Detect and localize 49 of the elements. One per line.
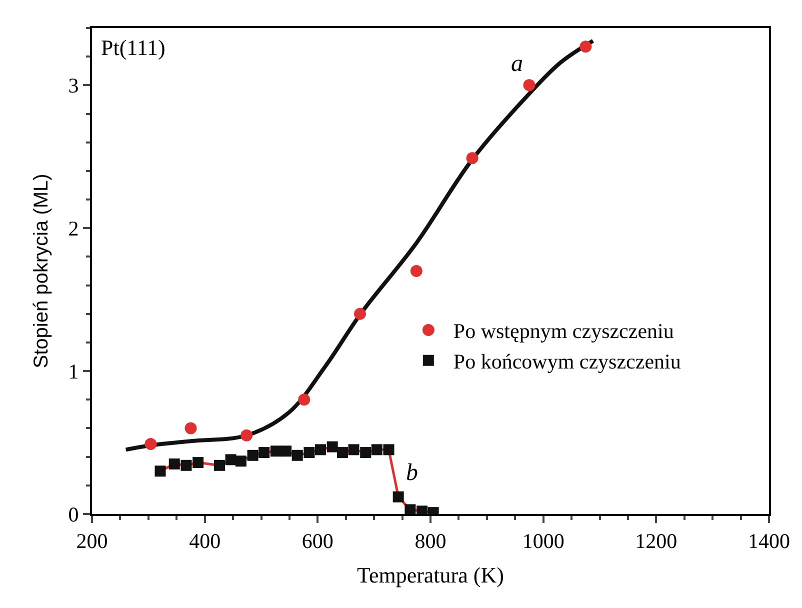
- point: [466, 152, 478, 164]
- point: [225, 454, 236, 466]
- annotation: a: [511, 51, 523, 77]
- x-tick-label: 1200: [635, 529, 678, 554]
- point: [354, 308, 366, 320]
- point: [144, 438, 157, 450]
- point: [280, 446, 292, 457]
- point: [214, 460, 225, 471]
- x-tick-label: 1400: [748, 529, 790, 554]
- point: [383, 444, 394, 456]
- point: [258, 447, 270, 458]
- point: [192, 457, 204, 468]
- point: [404, 504, 416, 514]
- point: [371, 444, 382, 456]
- point: [314, 444, 326, 456]
- point: [580, 40, 592, 53]
- y-tick-label: 2: [68, 216, 79, 240]
- point: [348, 444, 360, 456]
- annotation: b: [406, 460, 418, 486]
- point: [184, 422, 197, 434]
- point: [270, 446, 282, 457]
- annotation: Pt(111): [101, 35, 166, 60]
- point: [298, 394, 310, 406]
- x-axis-title: Temperatura (K): [357, 562, 504, 588]
- point: [168, 458, 180, 470]
- point: [392, 491, 404, 502]
- legend-label: Po wstępnym czyszczeniu: [453, 319, 674, 344]
- point: [410, 265, 422, 277]
- legend-label: Po końcowym czyszczeniu: [453, 350, 682, 374]
- x-tick-label: 400: [189, 529, 221, 554]
- point: [235, 456, 246, 467]
- y-tick-label: 3: [68, 74, 79, 98]
- point: [154, 466, 166, 477]
- point: [240, 429, 253, 442]
- y-tick-label: 0: [68, 502, 79, 526]
- point: [360, 447, 372, 458]
- point: [304, 447, 315, 458]
- point: [523, 79, 536, 92]
- point: [247, 450, 258, 461]
- point: [180, 460, 192, 471]
- x-tick-label: 1000: [522, 529, 564, 554]
- x-tick-label: 800: [414, 529, 446, 554]
- point: [326, 441, 338, 452]
- point: [292, 450, 303, 461]
- x-tick-label: 200: [76, 529, 108, 554]
- y-axis-title: Stopień pokrycia (ML): [30, 174, 52, 368]
- y-tick-label: 1: [68, 359, 79, 384]
- point: [336, 447, 348, 458]
- x-tick-label: 600: [302, 529, 334, 554]
